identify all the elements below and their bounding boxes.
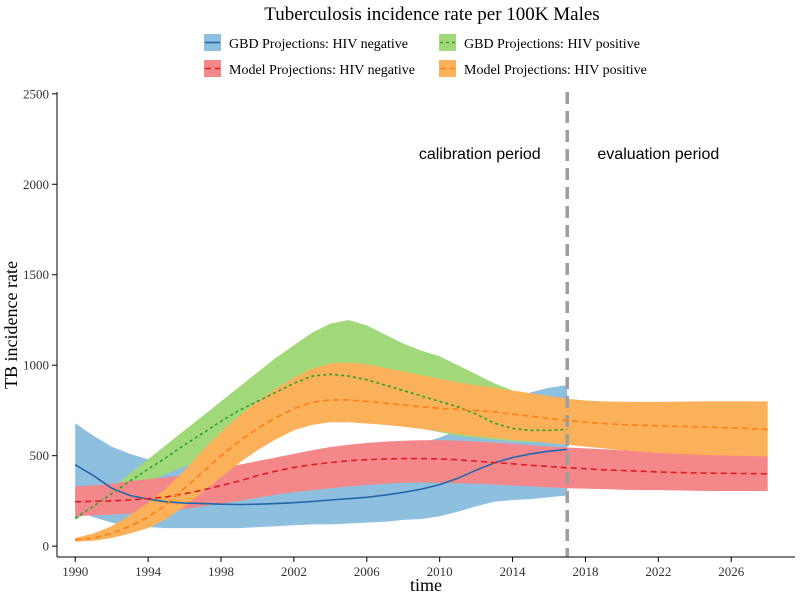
x-tick-label: 1994 [135, 564, 162, 579]
plot-area: calibration period evaluation period [74, 92, 768, 557]
y-tick-label: 2000 [23, 177, 49, 192]
band-model-projections-hiv-positive [75, 362, 768, 542]
x-tick-label: 2010 [427, 564, 453, 579]
line-gbd-projections-hiv-negative [74, 448, 568, 506]
axes: 1990 1994 1998 2002 2006 2010 2014 2018 2022 2026… [23, 86, 795, 579]
legend-swatch [204, 60, 221, 77]
period-annotations: calibration period evaluation period [419, 146, 719, 163]
legend-label: Model Projections: HIV negative [229, 63, 415, 78]
legend-label: GBD Projections: HIV positive [464, 37, 640, 52]
series-lines [74, 373, 768, 541]
y-tick-label: 1500 [23, 267, 49, 282]
x-tick-label: 2022 [645, 564, 671, 579]
annotation-evaluation-period: evaluation period [597, 146, 719, 163]
legend-item-gbd-projections-hiv-positive: GBD Projections: HIV positive [439, 34, 640, 52]
line-model-projections-hiv-negative [75, 457, 768, 503]
legend-label: Model Projections: HIV positive [464, 63, 647, 78]
legend-item-model-projections-hiv-positive: Model Projections: HIV positive [439, 60, 647, 78]
x-tick-label: 2018 [572, 564, 598, 579]
line-gbd-projections-hiv-positive [74, 373, 568, 519]
x-ticks: 1990 1994 1998 2002 2006 2010 2014 2018 2022 2026 [62, 557, 745, 579]
y-ticks: 0 500 1000 1500 2000 2500 [23, 86, 57, 554]
legend-label: GBD Projections: HIV negative [229, 37, 408, 52]
x-tick-label: 2026 [718, 564, 745, 579]
x-axis-label: time [410, 575, 442, 595]
annotation-calibration-period: calibration period [419, 146, 541, 163]
y-tick-label: 2500 [23, 86, 49, 101]
y-tick-label: 0 [43, 539, 50, 554]
line-model-projections-hiv-positive [75, 399, 768, 541]
band-model-projections-hiv-negative [75, 440, 768, 517]
chart-title: Tuberculosis incidence rate per 100K Mal… [264, 4, 599, 25]
legend: GBD Projections: HIV negative GBD Project… [204, 34, 647, 78]
legend-item-model-projections-hiv-negative: Model Projections: HIV negative [204, 60, 415, 78]
x-tick-label: 2014 [500, 564, 527, 579]
x-tick-label: 1990 [62, 564, 88, 579]
x-tick-label: 2002 [281, 564, 307, 579]
legend-swatch [439, 60, 456, 77]
x-tick-label: 2006 [354, 564, 381, 579]
y-tick-label: 1000 [23, 358, 49, 373]
uncertainty-bands [75, 320, 768, 542]
x-tick-label: 1998 [208, 564, 234, 579]
y-tick-label: 500 [30, 448, 50, 463]
y-axis-label: TB incidence rate [1, 261, 21, 389]
legend-item-gbd-projections-hiv-negative: GBD Projections: HIV negative [204, 34, 408, 52]
